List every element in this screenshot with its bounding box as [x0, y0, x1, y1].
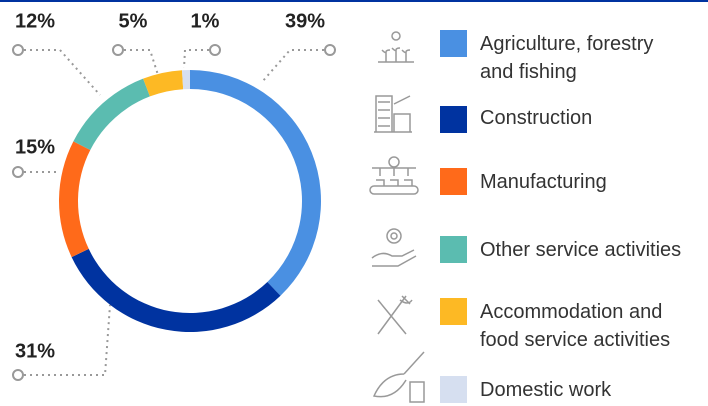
icon-manufacturing — [369, 156, 419, 195]
icon-food — [377, 295, 413, 335]
value-label: 39% — [285, 10, 325, 32]
legend-swatch — [440, 376, 467, 403]
legend-label: Agriculture, forestry and fishing — [480, 33, 654, 83]
legend-label: Domestic work — [480, 379, 612, 401]
legend-label: Accommodation and food service activitie… — [480, 301, 671, 351]
value-label: 15% — [15, 136, 55, 158]
icon-construction — [374, 95, 412, 133]
legend-swatch — [440, 236, 467, 263]
donut-segment — [73, 78, 150, 151]
value-label: 12% — [15, 10, 55, 32]
leader-line — [261, 49, 330, 83]
legend-label: Other service activities — [480, 239, 682, 261]
value-label: 31% — [15, 340, 55, 362]
icons — [369, 31, 425, 403]
donut-segment — [71, 248, 281, 332]
donut-segment — [143, 70, 184, 97]
legend-swatch — [440, 298, 467, 325]
value-label: 5% — [119, 10, 148, 32]
donut-segment — [182, 70, 190, 90]
legend-label: Construction — [480, 107, 593, 129]
icon-services — [371, 228, 417, 267]
leader-line — [18, 304, 111, 376]
donut-segment — [190, 70, 321, 296]
icon-domestic — [372, 351, 425, 403]
leader-dot — [12, 369, 24, 381]
leader-dot — [12, 44, 24, 56]
leader-dot — [324, 44, 336, 56]
legend-swatch — [440, 168, 467, 195]
donut-segment — [59, 141, 91, 258]
legend-swatch — [440, 30, 467, 57]
icon-agriculture — [378, 31, 414, 63]
legend-label: Manufacturing — [480, 171, 607, 193]
value-label: 1% — [191, 10, 220, 32]
leader-dot — [112, 44, 124, 56]
leader-line — [18, 49, 101, 96]
top-rule — [0, 0, 708, 2]
leader-dot — [209, 44, 221, 56]
leader-dot — [12, 166, 24, 178]
leader-line — [183, 49, 215, 69]
leader-line — [118, 49, 159, 76]
legend-swatch — [440, 106, 467, 133]
